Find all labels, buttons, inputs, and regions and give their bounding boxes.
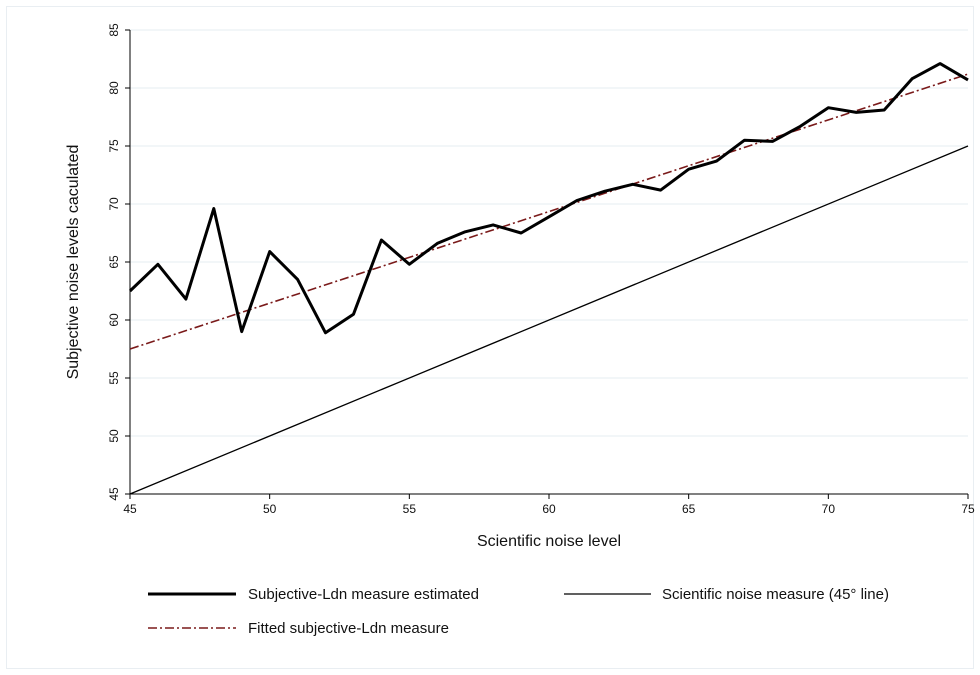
plot-lines [128, 62, 969, 495]
legend-label: Fitted subjective-Ldn measure [248, 620, 449, 637]
y-tick-label: 50 [107, 429, 121, 443]
y-axis-title: Subjective noise levels caculated [65, 145, 82, 380]
y-tick-label: 60 [107, 313, 121, 327]
y-tick-label: 65 [107, 255, 121, 269]
x-tick-label: 75 [961, 502, 975, 516]
y-tick-label: 70 [107, 197, 121, 211]
series-line-1 [129, 145, 969, 495]
x-tick-label: 45 [123, 502, 137, 516]
x-tick-label: 60 [542, 502, 556, 516]
gridlines [130, 29, 968, 437]
y-tick-label: 80 [107, 81, 121, 95]
x-axis-title: Scientific noise level [477, 533, 621, 550]
y-tick-label: 85 [107, 23, 121, 37]
y-tick-label: 55 [107, 371, 121, 385]
x-tick-label: 65 [682, 502, 696, 516]
x-tick-label: 55 [403, 502, 417, 516]
x-tick-label: 50 [263, 502, 277, 516]
legend-label: Subjective-Ldn measure estimated [248, 586, 479, 603]
y-tick-label: 45 [107, 487, 121, 501]
legend-label: Scientific noise measure (45° line) [662, 586, 889, 603]
legend: Subjective-Ldn measure estimated Scientif… [148, 586, 889, 637]
series-line-2 [129, 73, 969, 350]
y-axis: 45 50 55 60 65 70 75 80 85 [107, 23, 131, 501]
series-line-0 [128, 62, 969, 335]
y-tick-label: 75 [107, 139, 121, 153]
x-tick-label: 70 [822, 502, 836, 516]
x-axis: 45 50 55 60 65 70 75 [123, 493, 975, 516]
